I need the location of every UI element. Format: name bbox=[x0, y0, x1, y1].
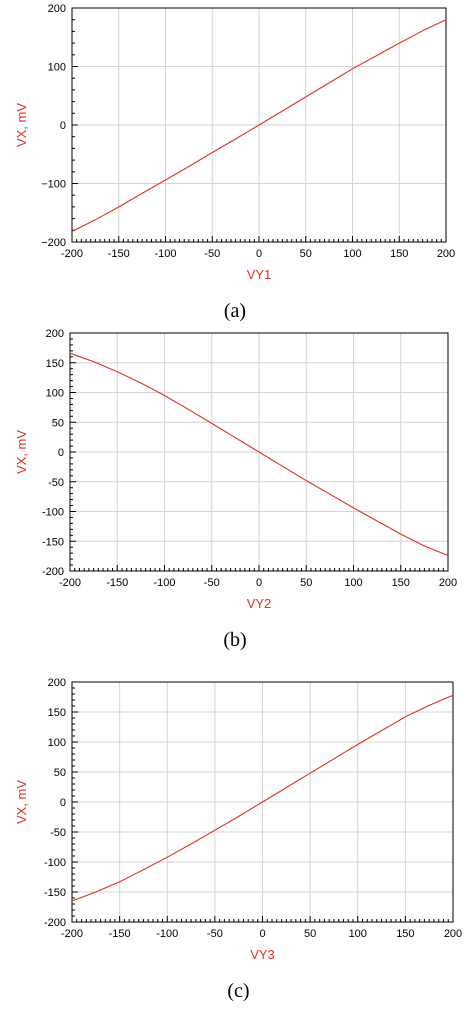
y-tick-label: 50 bbox=[52, 417, 64, 429]
y-tick-label: 200 bbox=[48, 3, 66, 15]
y-tick-label: -150 bbox=[42, 536, 64, 548]
chart-panel-3: -200 -150 -100 -50 0 50 100 150 200 -200 -150 -100 -… bbox=[14, 677, 462, 1002]
y-tick-label: 0 bbox=[58, 447, 64, 459]
series-line bbox=[71, 19, 447, 232]
y-tick-label: 100 bbox=[48, 62, 66, 74]
x-tick-label: -50 bbox=[204, 248, 220, 260]
y-tick-label: -200 bbox=[44, 917, 66, 929]
x-tick-label: 150 bbox=[390, 248, 408, 260]
x-tick-label: -200 bbox=[59, 577, 81, 589]
x-axis-label: VY3 bbox=[250, 947, 275, 962]
x-tick-label: 150 bbox=[396, 928, 414, 940]
x-tick-label: 50 bbox=[304, 928, 316, 940]
x-tick-label: 50 bbox=[300, 577, 312, 589]
y-tick-label: 150 bbox=[48, 707, 66, 719]
y-tick-label: 50 bbox=[54, 767, 66, 779]
x-tick-label: -100 bbox=[154, 248, 176, 260]
x-tick-label: 50 bbox=[300, 248, 312, 260]
x-tick-label: -200 bbox=[61, 928, 83, 940]
panel-caption: (a) bbox=[224, 300, 246, 322]
panel-caption: (c) bbox=[227, 980, 249, 1002]
y-tick-label: -100 bbox=[42, 507, 64, 519]
y-tick-label: 150 bbox=[46, 358, 64, 370]
x-tick-label: -150 bbox=[108, 248, 130, 260]
x-tick-label: -100 bbox=[153, 577, 175, 589]
x-tick-label: -150 bbox=[109, 928, 131, 940]
y-tick-label: 100 bbox=[46, 388, 64, 400]
x-tick-label: 200 bbox=[439, 577, 457, 589]
x-axis-label: VY1 bbox=[247, 267, 272, 282]
chart-panel-2: -200 -150 -100 -50 0 50 100 150 200 -200 -150 -100 -… bbox=[14, 328, 457, 651]
y-tick-label: −200 bbox=[41, 237, 66, 249]
x-tick-label: 100 bbox=[343, 248, 361, 260]
x-tick-label: 200 bbox=[437, 248, 455, 260]
y-axis-label: VX, mV bbox=[14, 103, 29, 147]
y-tick-label: −100 bbox=[41, 179, 66, 191]
y-tick-label: -50 bbox=[50, 827, 66, 839]
x-tick-label: 100 bbox=[344, 577, 362, 589]
y-tick-label: 200 bbox=[46, 328, 64, 340]
y-tick-label: 0 bbox=[60, 120, 66, 132]
x-tick-label: -100 bbox=[156, 928, 178, 940]
x-tick-label: 100 bbox=[349, 928, 367, 940]
y-tick-label: -50 bbox=[48, 477, 64, 489]
y-axis-label: VX, mV bbox=[14, 430, 29, 474]
y-tick-label: -200 bbox=[42, 566, 64, 578]
x-tick-label: 0 bbox=[256, 248, 262, 260]
x-tick-label: -200 bbox=[61, 248, 83, 260]
x-tick-label: 200 bbox=[444, 928, 462, 940]
x-tick-label: -150 bbox=[106, 577, 128, 589]
x-axis-label: VY2 bbox=[247, 596, 272, 611]
chart-panel-1: -200 -150 -100 -50 0 50 100 150 200 −200 −100 0 100 2… bbox=[14, 3, 455, 322]
x-tick-label: 0 bbox=[256, 577, 262, 589]
y-tick-label: -150 bbox=[44, 887, 66, 899]
series-line bbox=[71, 694, 454, 902]
y-tick-label: 0 bbox=[60, 797, 66, 809]
series-line bbox=[69, 352, 449, 557]
x-tick-label: -50 bbox=[204, 577, 220, 589]
x-tick-label: 0 bbox=[259, 928, 265, 940]
y-tick-label: 200 bbox=[48, 677, 66, 689]
y-tick-label: 100 bbox=[48, 737, 66, 749]
x-tick-label: -50 bbox=[207, 928, 223, 940]
x-tick-label: 150 bbox=[392, 577, 410, 589]
y-axis-label: VX, mV bbox=[14, 780, 29, 824]
y-tick-label: -100 bbox=[44, 857, 66, 869]
panel-caption: (b) bbox=[223, 629, 246, 651]
